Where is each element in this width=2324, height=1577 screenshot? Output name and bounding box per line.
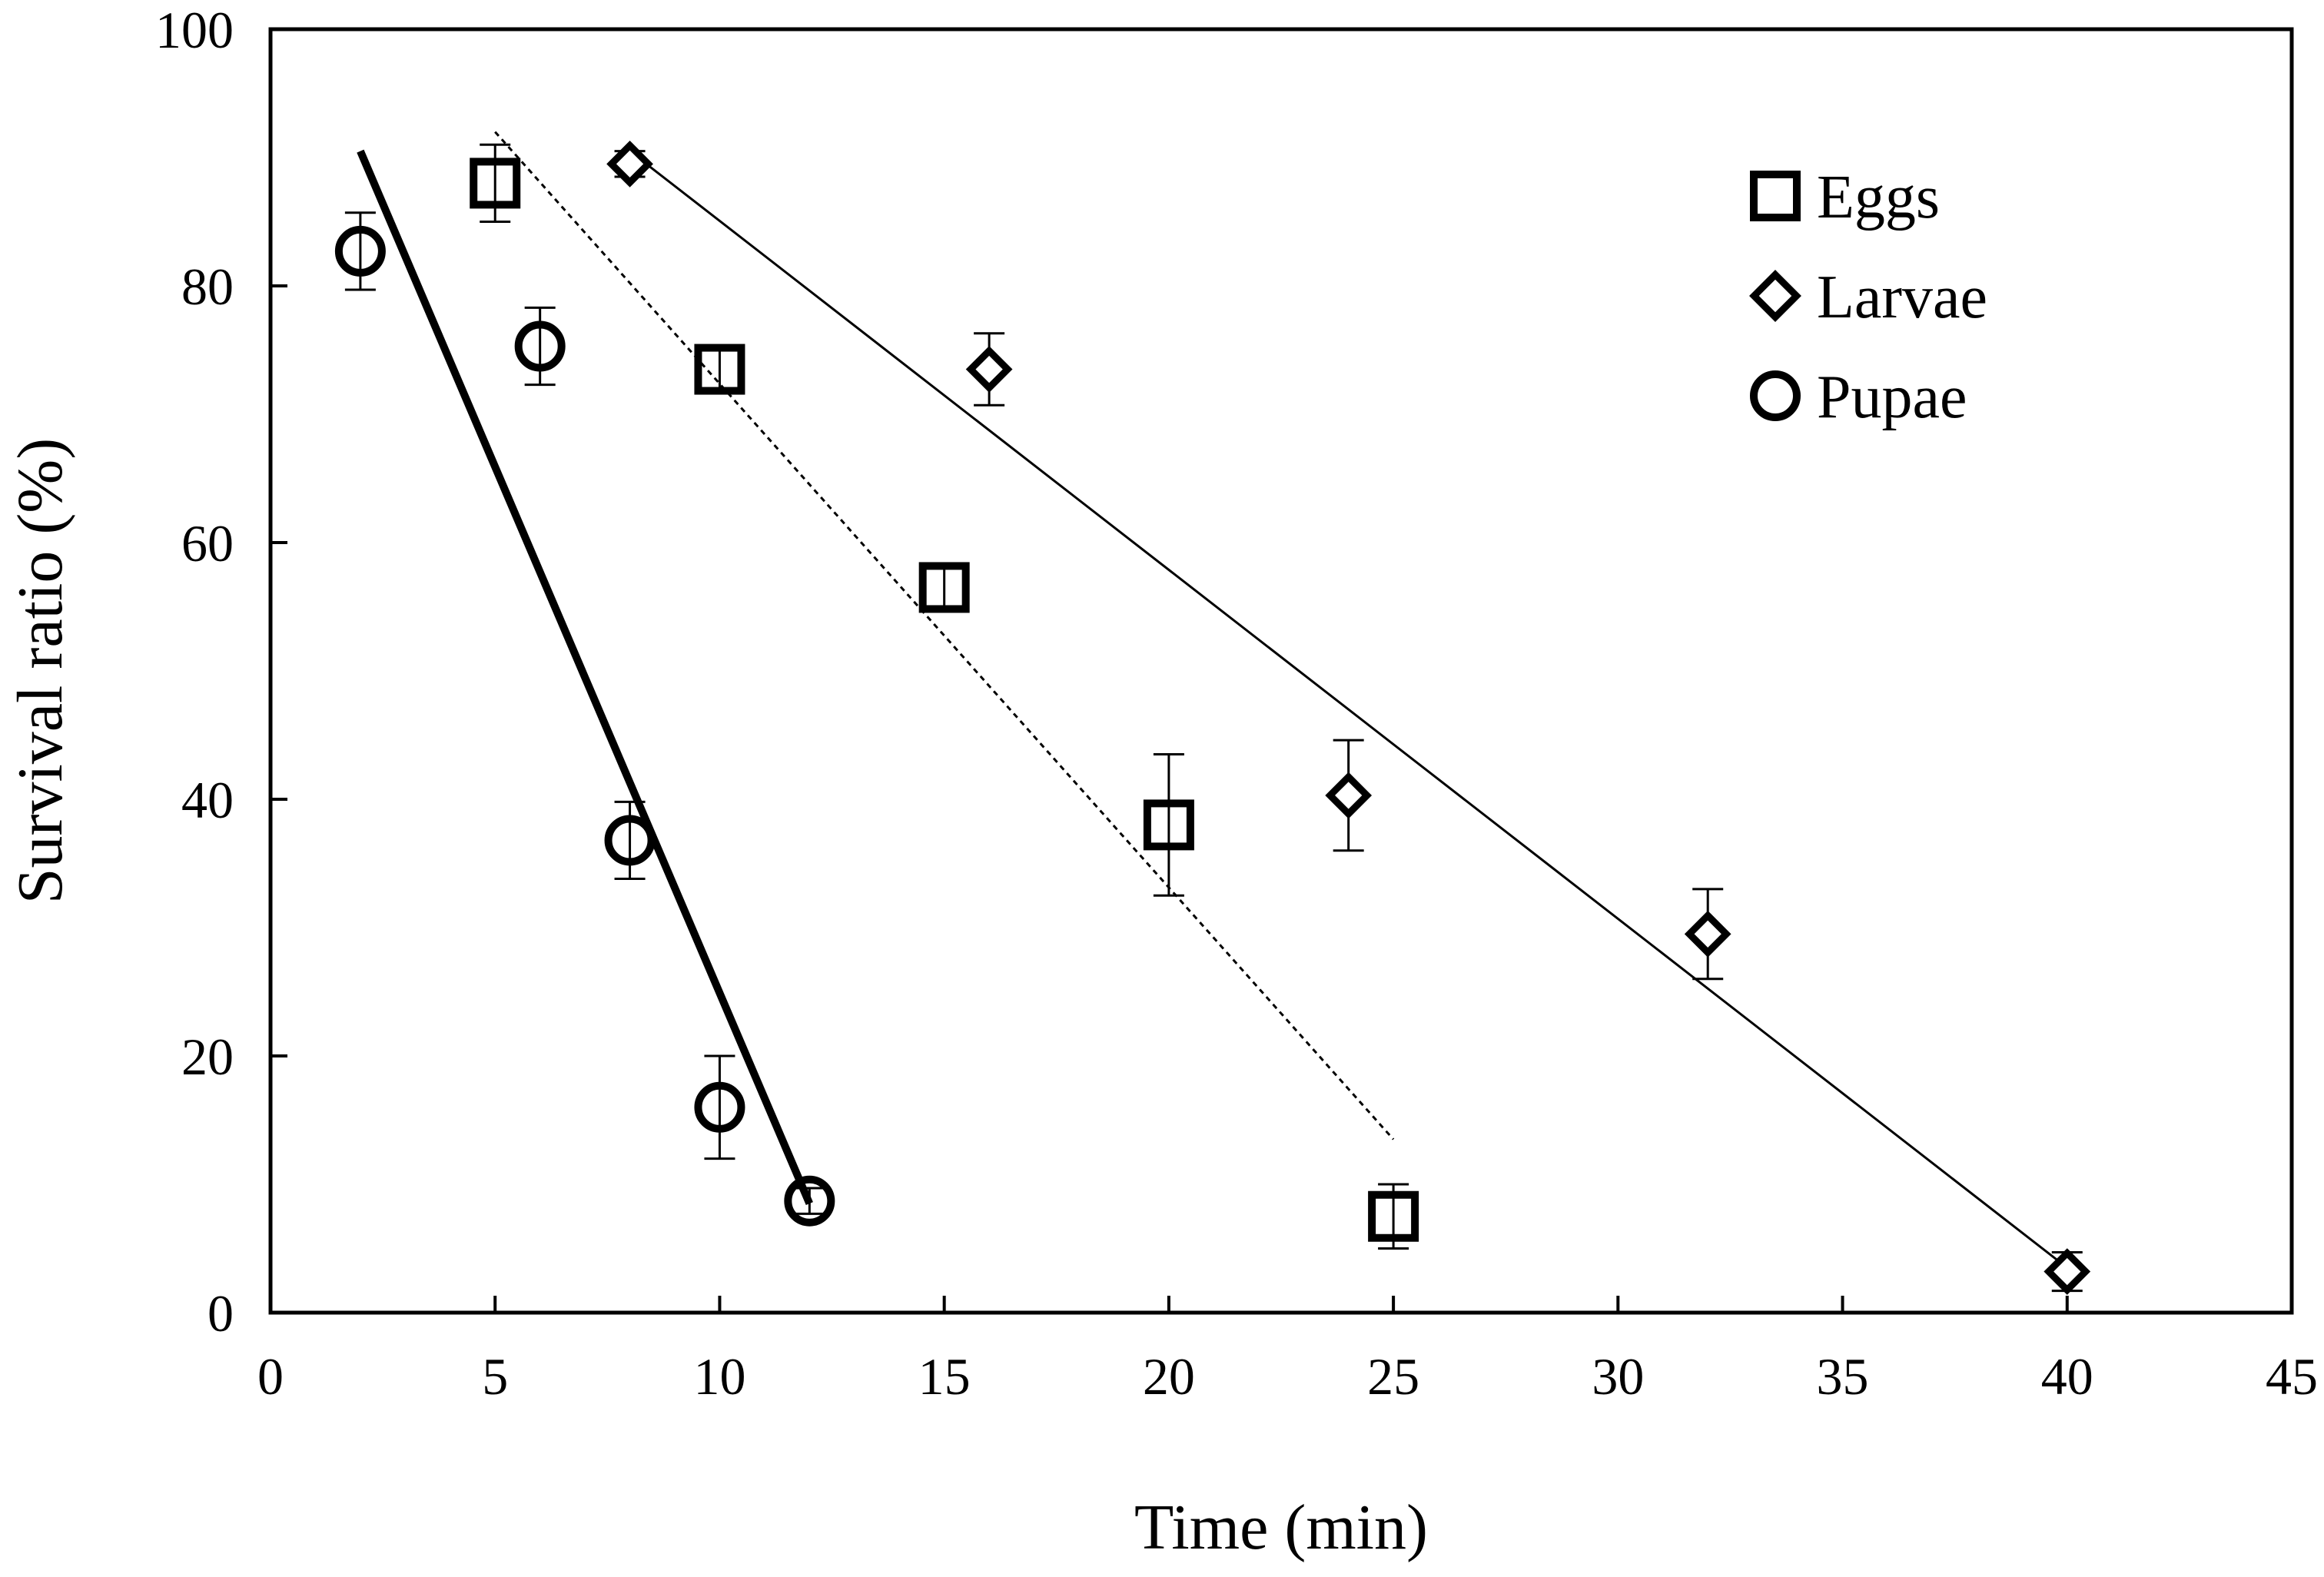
larvae-point (965, 346, 1013, 393)
data-markers (334, 140, 2091, 1295)
eggs-fit-line (494, 131, 1395, 1140)
fit-lines (357, 131, 2068, 1269)
eggs-point (1368, 1190, 1419, 1242)
eggs-point (1143, 799, 1194, 851)
eggs-legend-marker (1750, 171, 1801, 221)
plot-frame (268, 27, 2294, 1315)
x-tick-label: 0 (257, 1347, 284, 1406)
larvae-point (1325, 772, 1373, 819)
y-tick-label: 40 (181, 771, 234, 829)
x-tick-label: 20 (1143, 1347, 1195, 1406)
y-tick-label: 60 (181, 514, 234, 573)
eggs-point (918, 562, 970, 613)
x-tick-label: 45 (2266, 1347, 2318, 1406)
eggs-point (694, 344, 745, 395)
larvae-fit-line (629, 150, 2068, 1269)
eggs-legend-label: Eggs (1817, 164, 1940, 231)
larvae-point (1684, 910, 1731, 958)
eggs-point (470, 158, 521, 209)
error-bars (344, 143, 2083, 1293)
pupae-fit-line (357, 149, 813, 1206)
y-tick-label: 0 (208, 1284, 234, 1343)
y-axis-ticks: 0 20 40 60 80 100 (155, 1, 287, 1343)
x-tick-label: 30 (1592, 1347, 1644, 1406)
x-tick-label: 40 (2041, 1347, 2093, 1406)
pupae-point (784, 1175, 835, 1227)
pupae-point (604, 815, 656, 866)
larvae-legend-marker (1749, 270, 1801, 322)
larvae-point (606, 140, 653, 188)
larvae-point (2043, 1248, 2091, 1295)
x-axis-title: Time (min) (1134, 1492, 1428, 1563)
x-tick-label: 35 (1817, 1347, 1869, 1406)
legend: Eggs Larvae Pupae (1749, 164, 1987, 431)
y-tick-label: 80 (181, 257, 234, 316)
x-tick-label: 15 (918, 1347, 971, 1406)
pupae-point (514, 320, 566, 372)
y-tick-label: 20 (181, 1028, 234, 1086)
pupae-legend-label: Pupae (1817, 364, 1967, 431)
x-tick-label: 5 (482, 1347, 508, 1406)
pupae-point (694, 1081, 745, 1133)
larvae-legend-label: Larvae (1817, 264, 1987, 331)
y-tick-label: 100 (155, 1, 234, 59)
y-axis-title: Survival ratio (%) (5, 438, 76, 905)
x-axis-ticks: 0 5 10 15 20 25 30 35 40 45 (257, 1296, 2318, 1406)
x-tick-label: 10 (693, 1347, 745, 1406)
plot-background (271, 29, 2292, 1313)
pupae-legend-marker (1750, 370, 1801, 421)
pupae-point (334, 225, 386, 277)
x-tick-label: 25 (1367, 1347, 1419, 1406)
